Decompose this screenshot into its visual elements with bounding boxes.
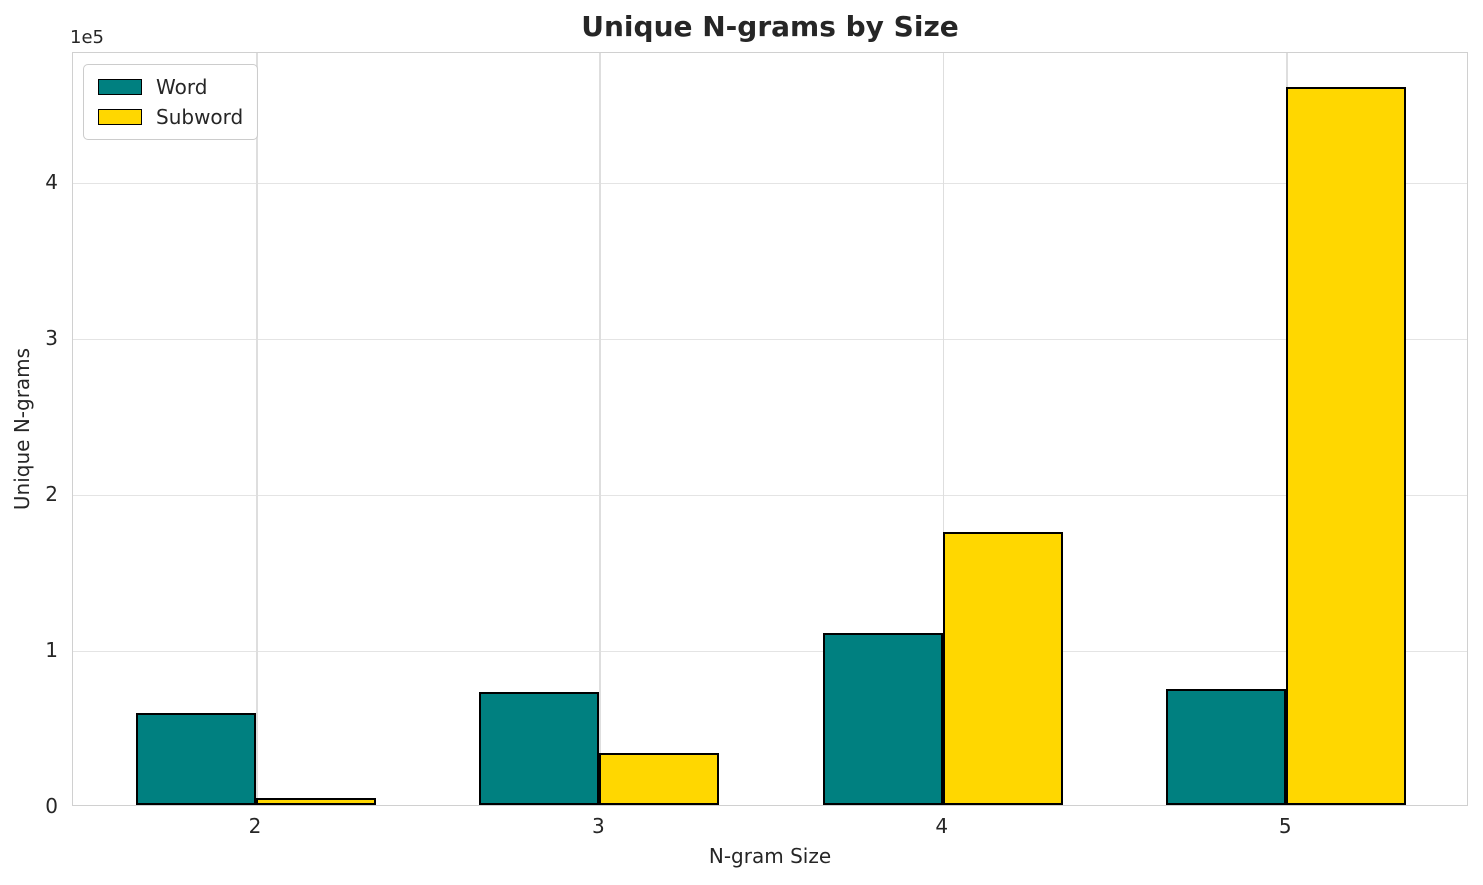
legend-swatch-word-icon (98, 79, 142, 95)
plot-area: Word Subword (72, 52, 1468, 806)
x-axis-label: N-gram Size (708, 844, 832, 868)
x-tick-label: 5 (1278, 814, 1292, 838)
gridline-vertical (599, 53, 601, 805)
legend-label-word: Word (156, 75, 208, 99)
x-tick-label: 4 (935, 814, 949, 838)
bar-word-5 (1166, 689, 1287, 805)
gridline-vertical (942, 53, 945, 805)
bar-layer (73, 53, 1467, 805)
legend: Word Subword (83, 64, 259, 140)
bar-word-3 (479, 691, 600, 805)
bar-word-2 (136, 712, 256, 805)
bar-subword-4 (942, 531, 1063, 805)
bar-subword-3 (599, 752, 720, 805)
y-tick-label: 4 (45, 169, 58, 194)
y-tick-label: 1 (45, 637, 58, 662)
bar-subword-2 (256, 797, 376, 805)
x-tick-label: 2 (248, 814, 262, 838)
gridline-horizontal (73, 494, 1467, 497)
y-axis-offset-text: 1e5 (70, 27, 104, 48)
gridline-vertical (256, 53, 258, 805)
y-tick-label: 2 (45, 481, 58, 506)
gridline-horizontal (73, 182, 1467, 185)
legend-item-word: Word (98, 72, 243, 102)
legend-swatch-subword-icon (98, 109, 142, 125)
legend-label-subword: Subword (156, 105, 244, 129)
legend-item-subword: Subword (98, 102, 243, 132)
bar-subword-5 (1286, 86, 1407, 805)
y-tick-label: 0 (45, 794, 58, 818)
x-tick-label: 3 (592, 814, 605, 838)
bar-word-4 (822, 633, 943, 805)
gridline-horizontal (73, 338, 1467, 341)
y-tick-label: 3 (45, 325, 58, 350)
gridline-horizontal (73, 650, 1467, 653)
chart-title: Unique N-grams by Size (581, 10, 959, 43)
